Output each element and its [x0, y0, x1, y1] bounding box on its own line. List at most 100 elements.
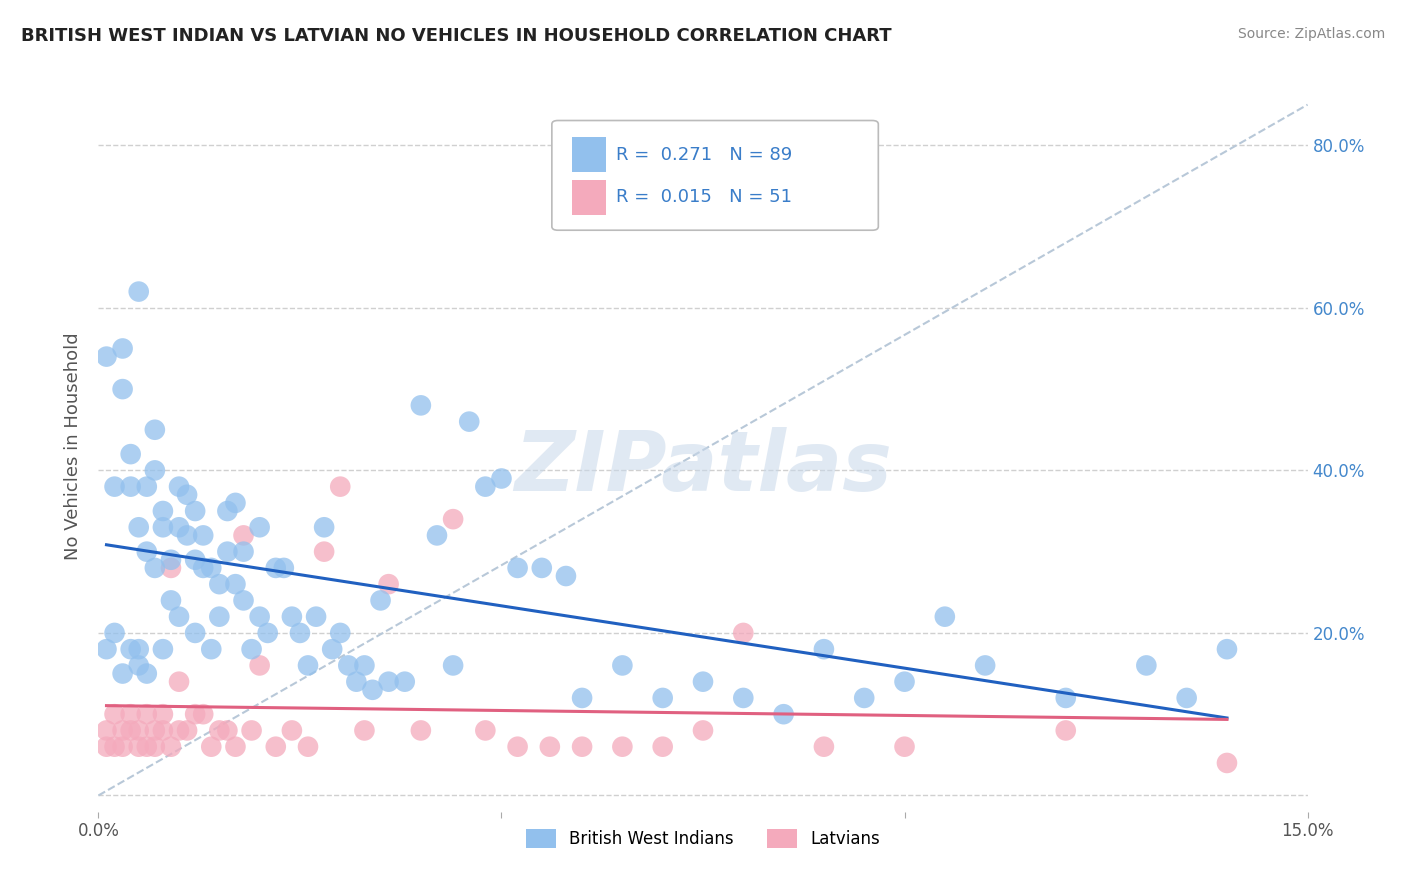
Point	[143, 739, 166, 754]
FancyBboxPatch shape	[572, 136, 606, 171]
Point	[297, 658, 319, 673]
Point	[232, 528, 254, 542]
Point	[409, 723, 432, 738]
Point	[329, 626, 352, 640]
Point	[111, 342, 134, 356]
Point	[103, 626, 125, 640]
Point	[200, 561, 222, 575]
Point	[506, 561, 529, 575]
Point	[441, 658, 464, 673]
Point	[135, 739, 157, 754]
Point	[167, 674, 190, 689]
Point	[184, 504, 207, 518]
Point	[167, 480, 190, 494]
Point	[103, 739, 125, 754]
Point	[361, 682, 384, 697]
Point	[160, 593, 183, 607]
Point	[377, 674, 399, 689]
Point	[281, 723, 304, 738]
Point	[128, 739, 150, 754]
Text: R =  0.015   N = 51: R = 0.015 N = 51	[616, 188, 792, 206]
Point	[135, 480, 157, 494]
Point	[152, 504, 174, 518]
Point	[256, 626, 278, 640]
Point	[651, 739, 673, 754]
Point	[96, 739, 118, 754]
Y-axis label: No Vehicles in Household: No Vehicles in Household	[63, 332, 82, 560]
Point	[474, 723, 496, 738]
Point	[232, 593, 254, 607]
Point	[96, 723, 118, 738]
Point	[370, 593, 392, 607]
Point	[160, 553, 183, 567]
Point	[135, 544, 157, 558]
Point	[200, 642, 222, 657]
Point	[152, 520, 174, 534]
Point	[733, 626, 755, 640]
Point	[152, 723, 174, 738]
Point	[474, 480, 496, 494]
Text: Source: ZipAtlas.com: Source: ZipAtlas.com	[1237, 27, 1385, 41]
Point	[321, 642, 343, 657]
Point	[281, 609, 304, 624]
Point	[184, 626, 207, 640]
Point	[120, 447, 142, 461]
Point	[409, 398, 432, 412]
Point	[217, 723, 239, 738]
Point	[143, 723, 166, 738]
Point	[1175, 690, 1198, 705]
Point	[305, 609, 328, 624]
Point	[733, 690, 755, 705]
Point	[184, 553, 207, 567]
Point	[1135, 658, 1157, 673]
Point	[111, 739, 134, 754]
Point	[249, 658, 271, 673]
Point	[974, 658, 997, 673]
Point	[441, 512, 464, 526]
Point	[506, 739, 529, 754]
FancyBboxPatch shape	[551, 120, 879, 230]
Point	[264, 739, 287, 754]
Point	[143, 423, 166, 437]
Point	[135, 666, 157, 681]
Point	[249, 609, 271, 624]
Point	[530, 561, 553, 575]
Point	[224, 496, 246, 510]
Point	[103, 480, 125, 494]
Point	[377, 577, 399, 591]
Point	[167, 609, 190, 624]
Point	[96, 642, 118, 657]
Point	[329, 480, 352, 494]
Point	[224, 739, 246, 754]
Point	[167, 723, 190, 738]
Point	[143, 463, 166, 477]
Point	[813, 642, 835, 657]
Point	[337, 658, 360, 673]
Point	[240, 723, 263, 738]
Point	[692, 723, 714, 738]
Point	[111, 666, 134, 681]
Point	[612, 658, 634, 673]
Point	[426, 528, 449, 542]
Point	[135, 707, 157, 722]
Point	[176, 488, 198, 502]
Point	[128, 723, 150, 738]
Point	[853, 690, 876, 705]
Point	[176, 723, 198, 738]
Point	[128, 658, 150, 673]
Point	[353, 658, 375, 673]
Point	[193, 528, 215, 542]
Point	[128, 285, 150, 299]
Point	[232, 544, 254, 558]
Point	[176, 528, 198, 542]
Point	[538, 739, 561, 754]
Point	[893, 739, 915, 754]
Point	[208, 723, 231, 738]
Point	[111, 382, 134, 396]
Point	[143, 561, 166, 575]
Point	[193, 707, 215, 722]
Point	[128, 520, 150, 534]
Point	[297, 739, 319, 754]
Point	[160, 739, 183, 754]
Point	[96, 350, 118, 364]
